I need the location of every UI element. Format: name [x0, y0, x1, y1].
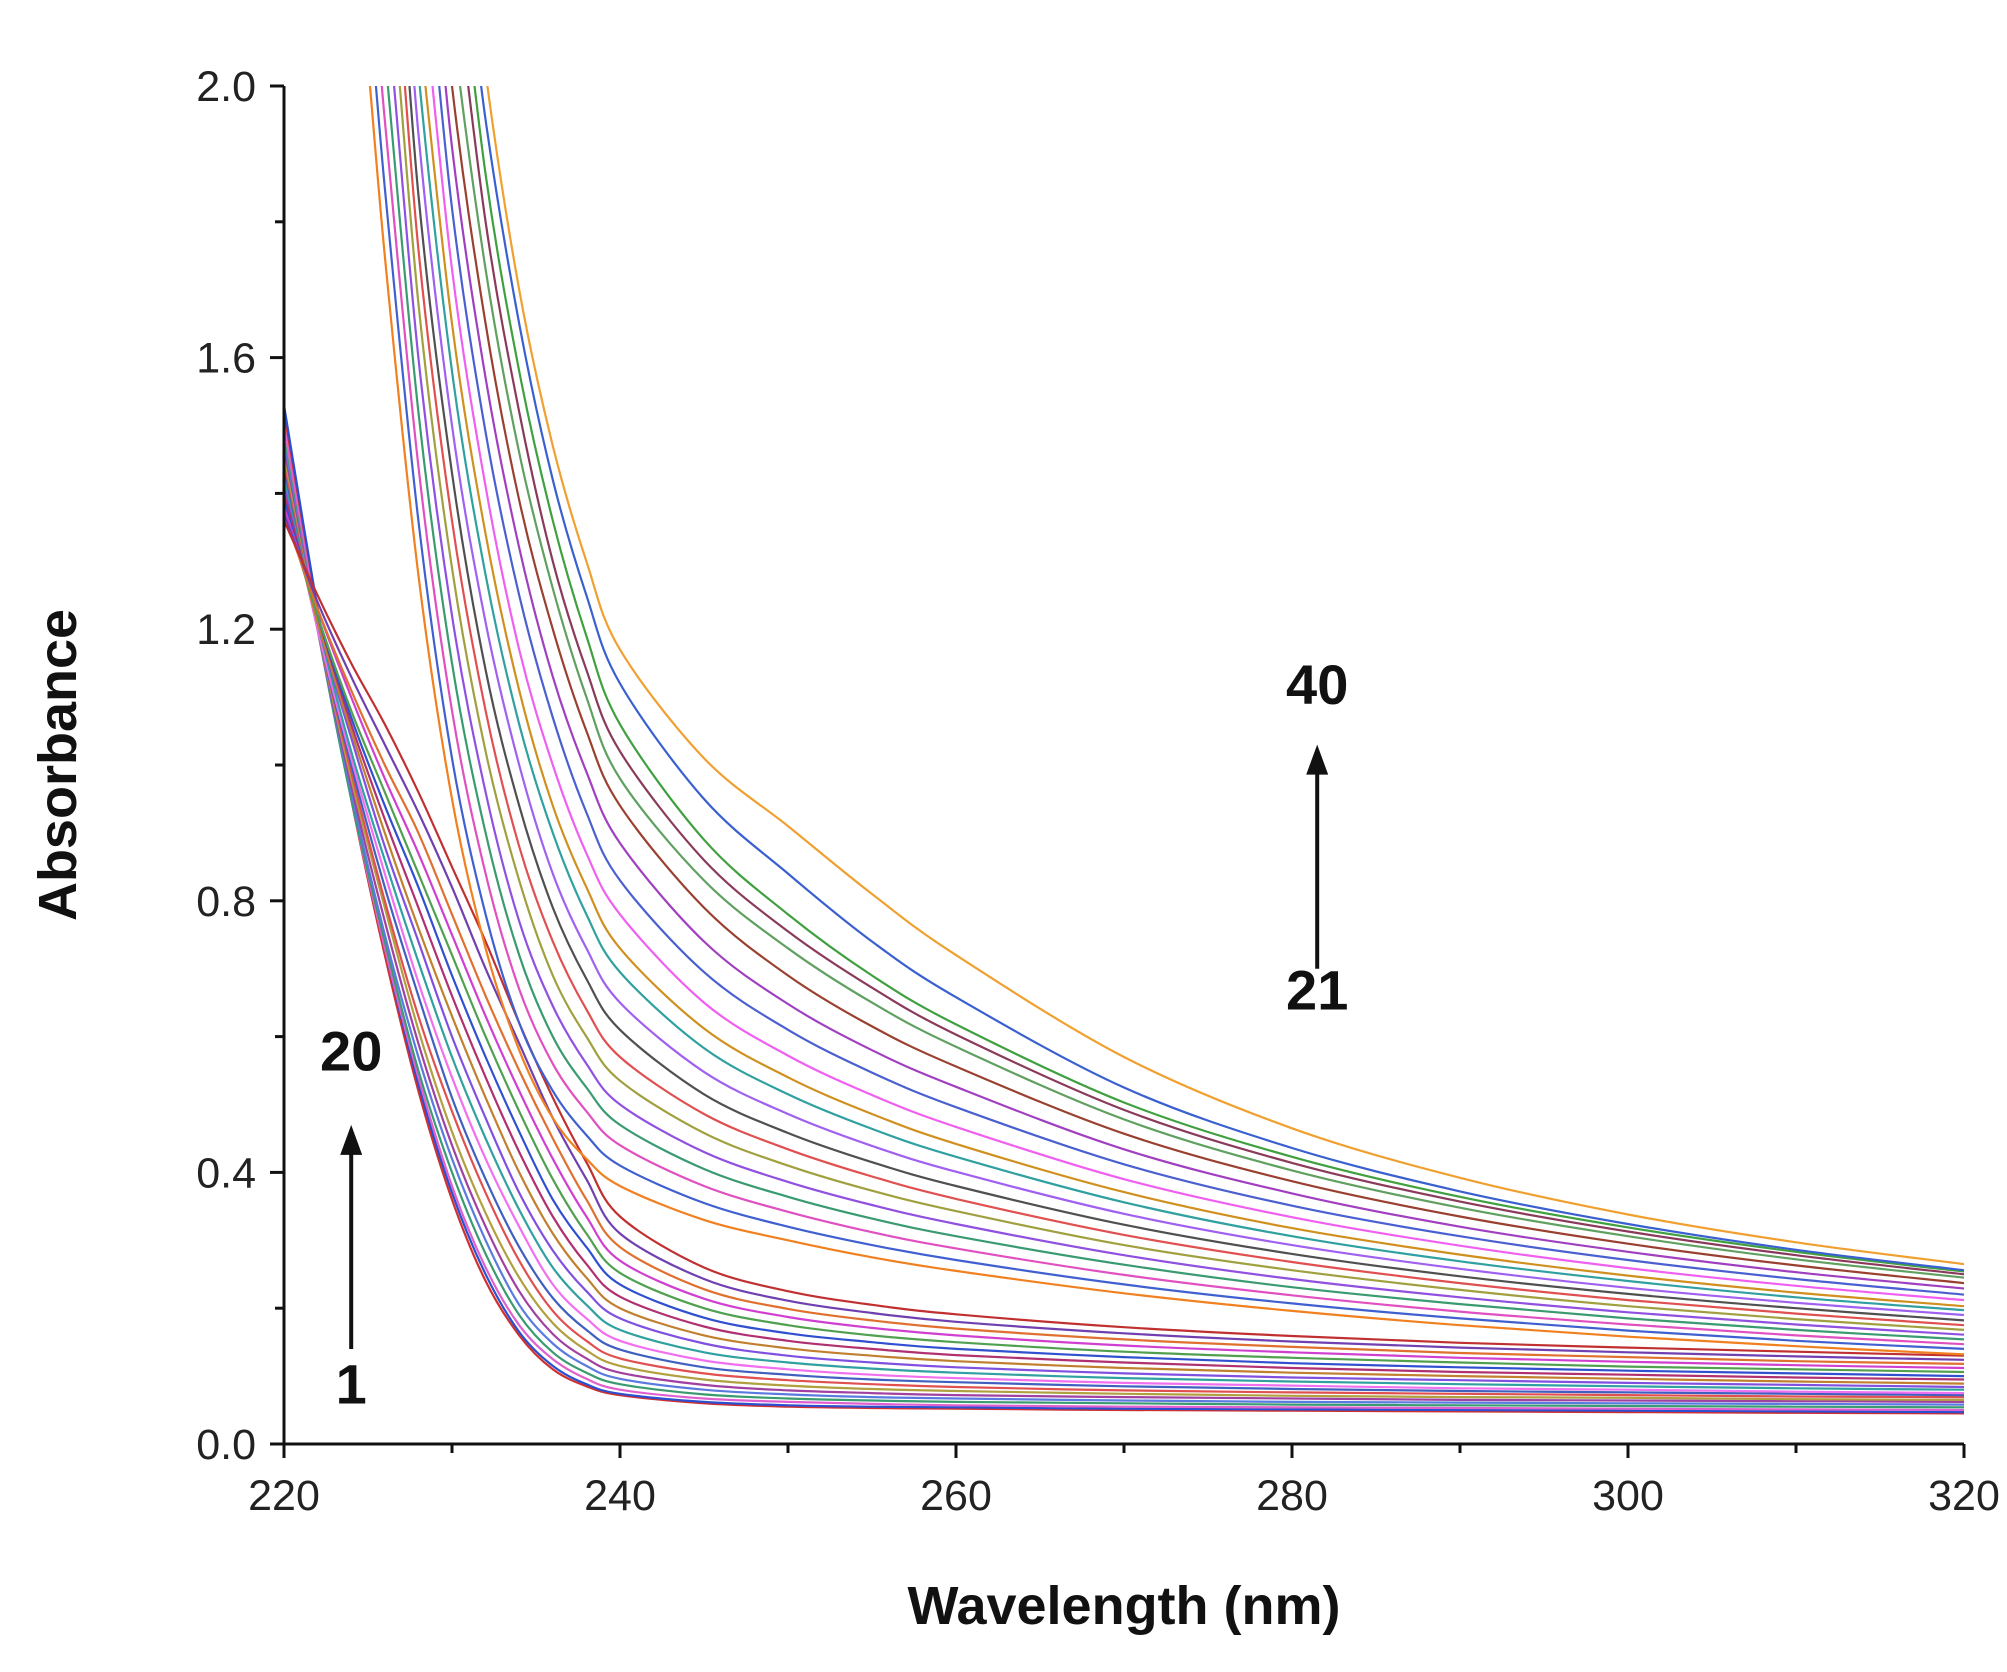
x-tick-label: 320: [1928, 1472, 2000, 1520]
arrowhead-40: [1306, 744, 1329, 775]
series-layer: [284, 86, 1964, 1415]
series-line-17: [284, 506, 1964, 1370]
series-line-28: [408, 86, 1964, 1322]
x-tick-label: 260: [920, 1472, 992, 1520]
series-line-24: [386, 86, 1964, 1341]
y-tick-label: 0.8: [196, 878, 256, 926]
x-tick-label: 300: [1592, 1472, 1664, 1520]
series-line-3: [284, 425, 1964, 1412]
x-tick-label: 240: [584, 1472, 656, 1520]
x-ticks: 220 240 260 280 300 320: [248, 1444, 2000, 1520]
y-axis-title: Absorbance: [28, 609, 88, 921]
series-line-14: [284, 493, 1964, 1381]
annotation-label-40: 40: [1286, 653, 1348, 716]
series-line-2: [284, 404, 1964, 1414]
series-line-30: [418, 86, 1964, 1312]
arrowhead-20: [340, 1124, 363, 1155]
series-line-40: [486, 86, 1964, 1266]
x-tick-label: 280: [1256, 1472, 1328, 1520]
series-line-22: [374, 86, 1964, 1350]
series-line-12: [284, 486, 1964, 1389]
y-tick-label: 0.4: [196, 1149, 256, 1197]
y-ticks: 0.0 0.4 0.8 1.2 1.6 2.0: [196, 63, 284, 1469]
series-line-32: [431, 86, 1964, 1302]
series-line-1: [284, 411, 1964, 1415]
series-line-18: [284, 513, 1964, 1365]
series-line-26: [398, 86, 1964, 1331]
series-line-16: [284, 506, 1964, 1374]
series-line-5: [284, 445, 1964, 1406]
series-line-9: [284, 472, 1964, 1397]
y-tick-label: 0.0: [196, 1421, 256, 1469]
series-line-4: [284, 438, 1964, 1409]
series-line-23: [380, 86, 1964, 1346]
series-line-25: [393, 86, 1964, 1336]
series-line-38: [473, 86, 1964, 1273]
series-line-35: [450, 86, 1964, 1285]
series-line-31: [424, 86, 1964, 1308]
series-line-6: [284, 452, 1964, 1403]
series-line-19: [284, 513, 1964, 1361]
series-line-11: [284, 479, 1964, 1391]
x-axis-title: Wavelength (nm): [907, 1576, 1340, 1636]
series-line-39: [479, 86, 1964, 1272]
series-line-36: [458, 86, 1964, 1279]
series-line-7: [284, 459, 1964, 1401]
series-line-37: [467, 86, 1964, 1276]
series-line-33: [438, 86, 1964, 1296]
series-line-34: [444, 86, 1964, 1290]
annotation-label-21: 21: [1286, 958, 1348, 1021]
y-tick-label: 1.2: [196, 606, 256, 654]
series-line-21: [368, 86, 1964, 1356]
series-line-15: [284, 499, 1964, 1378]
series-line-20: [284, 520, 1964, 1357]
series-line-29: [413, 86, 1964, 1317]
series-line-27: [403, 86, 1964, 1327]
y-tick-label: 2.0: [196, 63, 256, 111]
series-line-8: [284, 465, 1964, 1399]
y-tick-label: 1.6: [196, 335, 256, 383]
annotation-label-1: 1: [336, 1352, 367, 1415]
x-tick-label: 220: [248, 1472, 320, 1520]
series-line-10: [284, 479, 1964, 1395]
annotation-layer: 1 20 21 40: [320, 653, 1348, 1415]
series-line-13: [284, 493, 1964, 1385]
annotation-label-20: 20: [320, 1020, 382, 1083]
